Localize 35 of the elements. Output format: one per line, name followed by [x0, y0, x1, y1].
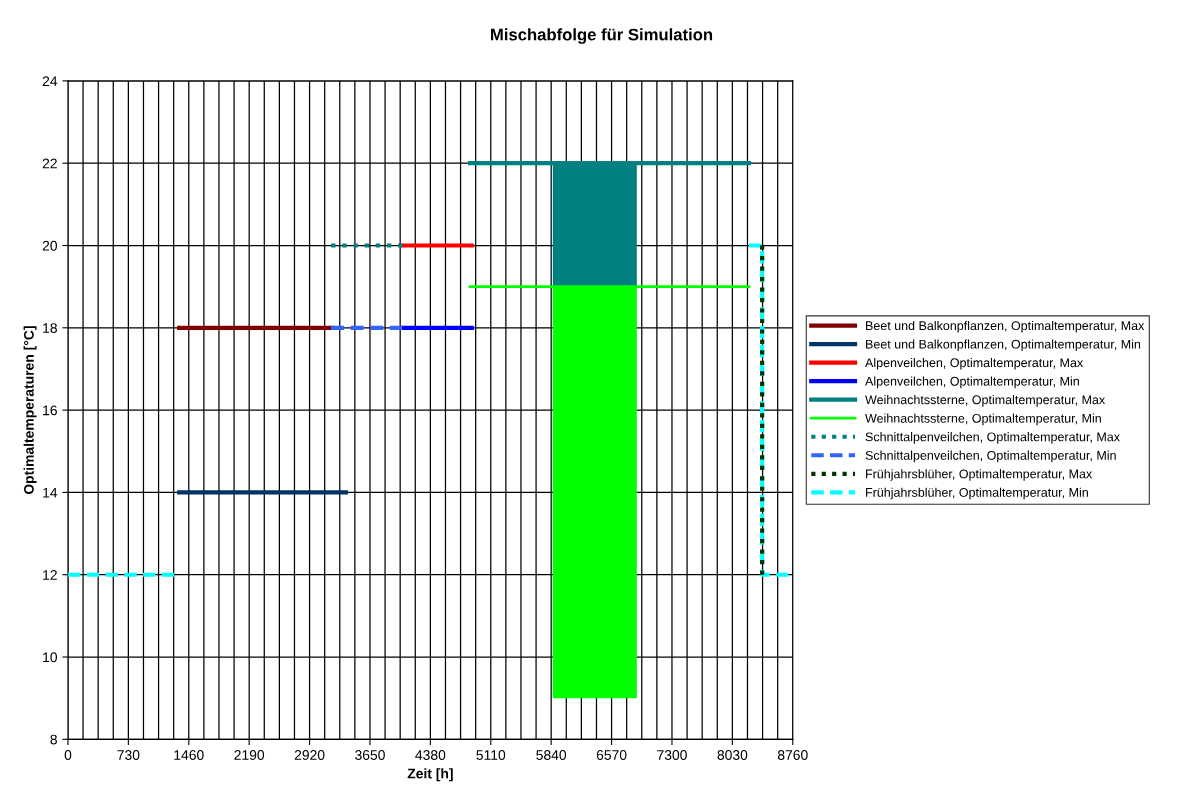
- x-tick-label: 8760: [777, 750, 808, 760]
- legend-label: Weihnachtssterne, Optimaltemperatur, Min: [865, 413, 1101, 426]
- legend-label: Schnittalpenveilchen, Optimaltemperatur, Min: [865, 450, 1116, 463]
- y-tick-label: 18: [43, 323, 57, 333]
- x-tick-label: 5840: [536, 750, 567, 760]
- legend-label: Beet und Balkonpflanzen, Optimaltemperatur, Min: [866, 339, 1141, 352]
- x-tick-label: 2920: [294, 750, 325, 760]
- x-tick-label: 8030: [717, 750, 748, 760]
- legend-label: Frühjahrsblüher, Optimaltemperatur, Min: [866, 487, 1088, 500]
- legend-label: Weihnachtssterne, Optimaltemperatur, Max: [865, 395, 1106, 407]
- legend-label: Schnittalpenveilchen, Optimaltemperatur, Max: [865, 432, 1120, 444]
- y-tick-label: 12: [43, 570, 57, 580]
- y-tick-label: 16: [43, 405, 57, 416]
- x-tick-label: 3650: [355, 750, 385, 760]
- x-tick-label: 730: [117, 750, 140, 760]
- legend-label: Alpenveilchen, Optimaltemperatur, Max: [865, 357, 1084, 370]
- x-tick-label: 4380: [415, 750, 446, 760]
- x-tick-label: 6570: [596, 750, 627, 760]
- y-tick-label: 14: [43, 487, 58, 498]
- y-tick-label: 24: [42, 76, 58, 86]
- y-axis-title: Optimaltemperaturen [°C]: [23, 326, 37, 495]
- x-tick-label: 5110: [476, 750, 506, 760]
- y-tick-label: 22: [42, 158, 57, 169]
- chart-title: Mischabfolge für Simulation: [491, 28, 713, 44]
- legend-label: Frühjahrsblüher, Optimaltemperatur, Max: [866, 469, 1093, 481]
- x-axis-title: Zeit [h]: [407, 768, 453, 782]
- legend-label: Alpenveilchen, Optimaltemperatur, Min: [865, 376, 1079, 389]
- y-tick-label: 10: [43, 652, 58, 663]
- y-tick-label: 8: [50, 734, 57, 745]
- x-tick-label: 2190: [234, 750, 265, 760]
- y-tick-label: 20: [42, 240, 58, 251]
- x-tick-label: 0: [64, 750, 72, 760]
- x-tick-label: 7300: [657, 750, 687, 760]
- legend-label: Beet und Balkonpflanzen, Optimaltemperatur, Max: [866, 320, 1145, 333]
- x-tick-label: 1460: [174, 750, 204, 760]
